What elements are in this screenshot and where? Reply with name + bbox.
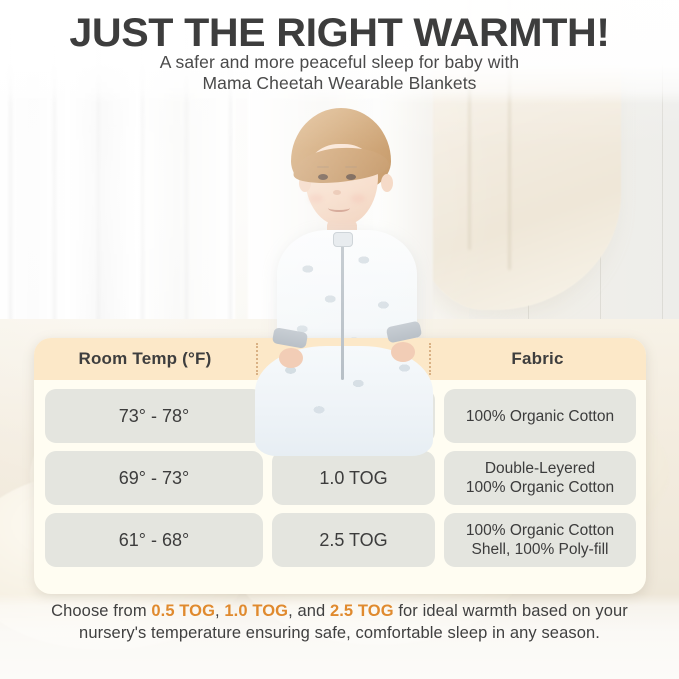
baby-eyebrow	[317, 166, 329, 168]
caption-tog-05: 0.5 TOG	[151, 602, 216, 620]
subtitle-line-1: A safer and more peaceful sleep for baby…	[159, 52, 520, 72]
table-row: 69° - 73° 1.0 TOG Double-Leyered 100% Or…	[45, 451, 636, 505]
cell-fabric-line-2: Shell, 100% Poly-fill	[471, 541, 609, 558]
column-header-fabric: Fabric	[511, 349, 564, 368]
cell-fabric: 100% Organic Cotton	[444, 389, 636, 443]
baby-ear	[381, 174, 393, 192]
caption-tog-25: 2.5 TOG	[329, 602, 394, 620]
cell-fabric-line-1: 100% Organic Cotton	[465, 522, 615, 539]
zipper	[341, 234, 344, 380]
caption-part-2: ,	[215, 602, 225, 620]
baby-eye	[346, 174, 356, 180]
column-header-room-temp: Room Temp (°F)	[78, 349, 212, 368]
caption-part-1: Choose from	[51, 602, 152, 620]
baby-hand	[391, 342, 415, 362]
baby-eye	[318, 174, 328, 180]
baby-eyebrow	[345, 166, 357, 168]
table-row: 61° - 68° 2.5 TOG 100% Organic Cotton Sh…	[45, 513, 636, 567]
cell-room-temp: 73° - 78°	[45, 389, 263, 443]
page-title: JUST THE RIGHT WARMTH!	[69, 11, 610, 55]
baby-hand	[279, 348, 303, 368]
cell-room-temp: 61° - 68°	[45, 513, 263, 567]
baby-cheek	[351, 194, 365, 203]
cell-fabric-line-1: Double-Leyered	[484, 460, 596, 477]
caption-backdrop	[0, 594, 679, 679]
caption-part-4: for ideal warmth based on your nursery's…	[79, 602, 628, 642]
subtitle-line-2: Mama Cheetah Wearable Blankets	[202, 73, 477, 93]
cell-room-temp: 69° - 73°	[45, 451, 263, 505]
zipper-pull-tab	[333, 232, 353, 247]
header-dotted-divider	[429, 343, 431, 375]
caption-tog-10: 1.0 TOG	[224, 602, 289, 620]
cell-fabric: Double-Leyered 100% Organic Cotton	[444, 451, 636, 505]
cell-fabric: 100% Organic Cotton Shell, 100% Poly-fil…	[444, 513, 636, 567]
headline-backdrop	[0, 0, 679, 104]
cell-tog-rating: 1.0 TOG	[272, 451, 435, 505]
cell-fabric-line-2: 100% Organic Cotton	[465, 479, 615, 496]
footer-caption: Choose from 0.5 TOG, 1.0 TOG, and 2.5 TO…	[45, 600, 634, 644]
baby-nose	[333, 190, 341, 195]
header-dotted-divider	[256, 343, 258, 375]
baby-mouth	[328, 204, 350, 212]
page-subtitle: A safer and more peaceful sleep for baby…	[0, 52, 679, 94]
cell-fabric-line-1: 100% Organic Cotton	[465, 407, 615, 425]
baby-cheek	[309, 194, 323, 203]
cell-tog-rating: 2.5 TOG	[272, 513, 435, 567]
caption-part-3: , and	[288, 602, 330, 620]
